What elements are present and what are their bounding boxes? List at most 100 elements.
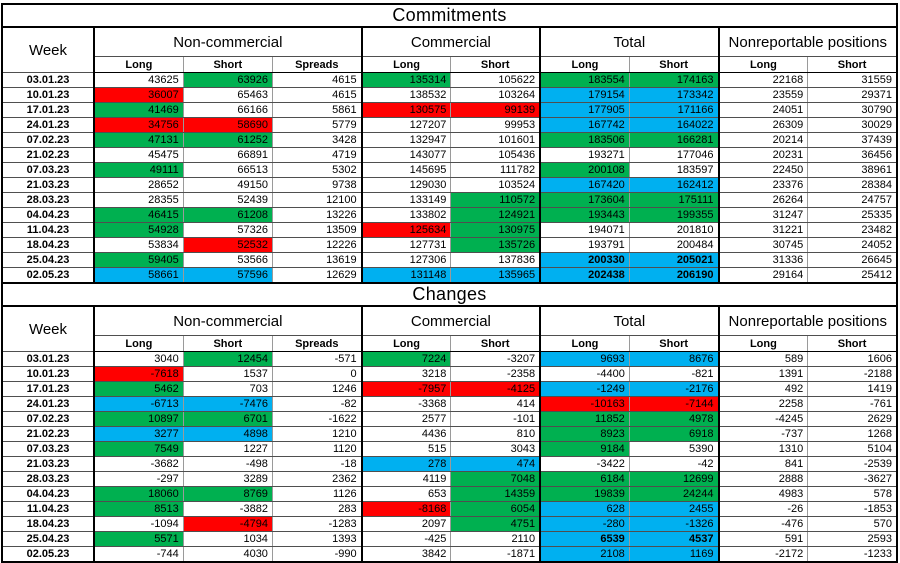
value-cell: 177046 [628, 147, 720, 163]
value-cell: 5390 [628, 441, 720, 457]
value-cell: 23376 [717, 177, 809, 193]
value-cell: -7476 [182, 396, 273, 412]
value-cell: 23559 [717, 87, 809, 103]
value-cell: 589 [717, 351, 809, 367]
value-cell: 4978 [628, 411, 720, 427]
col-header-t-long: Long [539, 56, 630, 73]
value-cell: 179154 [539, 87, 630, 103]
col-header-nc-long: Long [92, 56, 184, 73]
week-cell: 10.01.23 [1, 87, 95, 103]
value-cell: 101601 [450, 132, 541, 148]
value-cell: -8168 [360, 501, 452, 517]
value-cell: -761 [807, 396, 898, 412]
week-cell: 18.04.23 [1, 516, 95, 532]
group-header-nonreportable: Nonreportable positions [717, 305, 898, 336]
value-cell: -7618 [92, 366, 184, 382]
value-cell: 628 [539, 501, 630, 517]
value-cell: 6539 [539, 531, 630, 547]
value-cell: 10897 [92, 411, 184, 427]
value-cell: 63926 [182, 72, 273, 88]
table-row: 03.01.23 3040 12454 -571 7224 -3207 9693 8676 58… [1, 351, 898, 367]
value-cell: 5779 [271, 117, 363, 133]
week-cell: 25.04.23 [1, 252, 95, 268]
changes-rows: 03.01.23 3040 12454 -571 7224 -3207 9693 8676 58… [1, 351, 898, 563]
col-header-t-long: Long [539, 335, 630, 352]
value-cell: 5571 [92, 531, 184, 547]
col-header-c-long: Long [360, 56, 452, 73]
value-cell: 202438 [539, 267, 630, 284]
value-cell: 29371 [807, 87, 898, 103]
value-cell: 31247 [717, 207, 809, 223]
col-header-c-short: Short [450, 56, 541, 73]
value-cell: -737 [717, 426, 809, 442]
value-cell: 515 [360, 441, 452, 457]
value-cell: -476 [717, 516, 809, 532]
value-cell: 12226 [271, 237, 363, 253]
value-cell: 36007 [92, 87, 184, 103]
value-cell: -425 [360, 531, 452, 547]
value-cell: -1094 [92, 516, 184, 532]
col-header-nc-short: Short [182, 335, 273, 352]
value-cell: 4983 [717, 486, 809, 502]
commitments-title: Commitments [1, 3, 898, 28]
week-cell: 11.04.23 [1, 501, 95, 517]
week-cell: 04.04.23 [1, 486, 95, 502]
value-cell: 99139 [450, 102, 541, 118]
value-cell: -821 [628, 366, 720, 382]
value-cell: 4898 [182, 426, 273, 442]
value-cell: 145695 [360, 162, 452, 178]
table-row: 02.05.23 -744 4030 -990 3842 -1871 2108 1169 -21… [1, 546, 898, 563]
value-cell: -7957 [360, 381, 452, 397]
value-cell: -297 [92, 471, 184, 487]
value-cell: 174163 [628, 72, 720, 88]
week-cell: 21.02.23 [1, 426, 95, 442]
value-cell: 201810 [628, 222, 720, 238]
value-cell: 124921 [450, 207, 541, 223]
week-cell: 21.03.23 [1, 456, 95, 472]
value-cell: 175111 [628, 192, 720, 208]
group-header-commercial: Commercial [360, 305, 541, 336]
group-header-row: Week Non-commercial Commercial Total Non… [1, 26, 898, 73]
value-cell: 1210 [271, 426, 363, 442]
value-cell: -3882 [182, 501, 273, 517]
value-cell: 3043 [450, 441, 541, 457]
value-cell: 13509 [271, 222, 363, 238]
value-cell: -2176 [628, 381, 720, 397]
table-row: 10.01.23 -7618 1537 0 3218 -2358 -4400 -821 1391… [1, 366, 898, 382]
value-cell: 25335 [807, 207, 898, 223]
subheader-row: Long Short Spreads Long Short Long Short… [2, 335, 898, 352]
value-cell: 30790 [807, 102, 898, 118]
value-cell: 2629 [807, 411, 898, 427]
value-cell: 167742 [539, 117, 630, 133]
table-row: 04.04.23 46415 61208 13226 133802 124921 19344… [1, 207, 898, 223]
value-cell: 3277 [92, 426, 184, 442]
value-cell: 1034 [182, 531, 273, 547]
value-cell: 2455 [628, 501, 720, 517]
value-cell: 30029 [807, 117, 898, 133]
week-cell: 07.02.23 [1, 132, 95, 148]
value-cell: 29164 [717, 267, 809, 284]
value-cell: 23482 [807, 222, 898, 238]
col-header-nc-long: Long [92, 335, 184, 352]
value-cell: 1268 [807, 426, 898, 442]
value-cell: 127306 [360, 252, 452, 268]
value-cell: 5861 [271, 102, 363, 118]
value-cell: 7224 [360, 351, 452, 367]
value-cell: -1326 [628, 516, 720, 532]
value-cell: 135314 [360, 72, 452, 88]
value-cell: -3627 [807, 471, 898, 487]
value-cell: -4125 [450, 381, 541, 397]
value-cell: 13226 [271, 207, 363, 223]
value-cell: -3422 [539, 456, 630, 472]
week-cell: 10.01.23 [1, 366, 95, 382]
value-cell: 578 [807, 486, 898, 502]
col-header-nc-short: Short [182, 56, 273, 73]
value-cell: 12699 [628, 471, 720, 487]
week-header: Week [1, 305, 95, 352]
value-cell: 4436 [360, 426, 452, 442]
value-cell: -42 [628, 456, 720, 472]
value-cell: -744 [92, 546, 184, 563]
value-cell: 110572 [450, 192, 541, 208]
value-cell: -2358 [450, 366, 541, 382]
value-cell: 127207 [360, 117, 452, 133]
